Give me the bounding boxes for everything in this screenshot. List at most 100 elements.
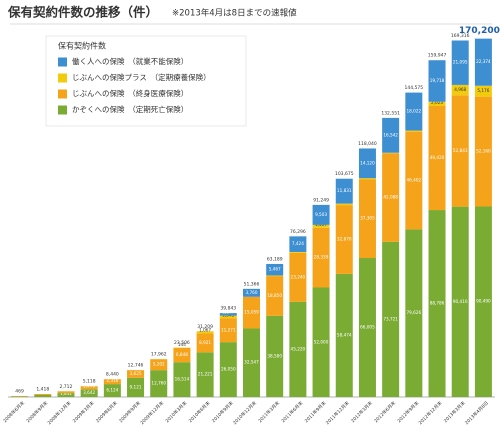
x-tick-label: 2011年3月末 bbox=[257, 399, 282, 424]
segment-label: 464 bbox=[39, 389, 47, 394]
x-tick-label: 2010年3月末 bbox=[164, 399, 189, 424]
total-label: 1,418 bbox=[36, 387, 49, 393]
bar-segment bbox=[289, 251, 307, 253]
segment-label: 3,642 bbox=[83, 390, 95, 395]
bar-segment bbox=[312, 287, 330, 397]
legend-title: 保有契約件数 bbox=[58, 41, 106, 51]
segment-label: 5,176 bbox=[477, 88, 489, 93]
bar-segment bbox=[57, 391, 75, 394]
bar-segment bbox=[358, 178, 376, 180]
bar-segment bbox=[80, 389, 98, 397]
total-label: 76,296 bbox=[290, 229, 306, 235]
bar-segment bbox=[103, 379, 121, 385]
segment-label: 144 bbox=[178, 342, 186, 347]
x-tick-label: 2012年12月末 bbox=[417, 399, 444, 426]
segment-label: 6,124 bbox=[106, 388, 118, 393]
bar-segment bbox=[289, 301, 307, 397]
x-tick-label: 2008年6月末 bbox=[1, 399, 26, 424]
bar-segment bbox=[474, 96, 492, 207]
x-tick-label: 2009年9月末 bbox=[117, 399, 142, 424]
segment-label: 58,474 bbox=[337, 332, 352, 337]
segment-label: 37,305 bbox=[360, 216, 375, 221]
segment-label: 90,490 bbox=[476, 299, 491, 304]
segment-label: 88,786 bbox=[430, 301, 445, 306]
bar-segment bbox=[103, 384, 121, 397]
legend-swatch bbox=[58, 105, 67, 115]
segment-label: 1,476 bbox=[83, 383, 95, 388]
bar-segment bbox=[358, 179, 376, 259]
segment-label: 954 bbox=[39, 391, 47, 396]
x-tick-label: 2010年12月末 bbox=[231, 399, 258, 426]
total-label: 144,575 bbox=[405, 85, 424, 91]
x-tick-label: 2013年3月末 bbox=[442, 399, 467, 424]
legend-label: かぞくへの保険 （定期死亡保険） bbox=[72, 104, 188, 114]
segment-label: 1,851 bbox=[60, 391, 72, 396]
legend-label: じぶんへの保険 （終身医療保険） bbox=[72, 88, 188, 98]
bar-segment bbox=[382, 241, 400, 397]
bar-segment bbox=[451, 95, 469, 207]
bar-segment bbox=[196, 333, 214, 353]
x-tick-label: 2009年12月末 bbox=[139, 399, 166, 426]
total-label: 2,712 bbox=[60, 384, 73, 390]
segment-label: 14,120 bbox=[360, 160, 375, 165]
bar-segment bbox=[405, 92, 423, 131]
segment-label: 3,625 bbox=[130, 371, 142, 376]
segment-label: 5,202 bbox=[153, 362, 165, 367]
segment-label: 46,402 bbox=[407, 177, 422, 182]
segment-label: 19,718 bbox=[430, 78, 445, 83]
bar-segment bbox=[80, 386, 98, 390]
bar-segment bbox=[34, 394, 52, 397]
total-label: 8,440 bbox=[106, 372, 119, 378]
segment-label: 4,968 bbox=[454, 87, 466, 92]
segment-label: 28,339 bbox=[314, 255, 329, 260]
x-tick-label: 2009年6月末 bbox=[94, 399, 119, 424]
legend-swatch bbox=[58, 57, 67, 67]
total-label: 39,843 bbox=[220, 306, 236, 312]
segment-label: 90,410 bbox=[453, 299, 468, 304]
legend-label: じぶんへの保険プラス （定期療養保険） bbox=[72, 72, 211, 82]
legend-box bbox=[45, 35, 247, 127]
x-tick-label: 2011年9月末 bbox=[303, 399, 328, 424]
bar-segment bbox=[382, 117, 400, 153]
bar-segment bbox=[451, 206, 469, 397]
x-tick-label: 2010年9月末 bbox=[210, 399, 235, 424]
bar-segment bbox=[335, 203, 353, 206]
bar-segment bbox=[266, 263, 284, 276]
bar-segment bbox=[219, 315, 237, 319]
segment-label: 66,005 bbox=[360, 325, 375, 330]
segment-label: 26,050 bbox=[221, 367, 236, 372]
total-label: 170,200 bbox=[459, 26, 500, 36]
bar-segment bbox=[428, 105, 446, 211]
total-label: 118,040 bbox=[358, 141, 377, 147]
x-tick-label: 2012年3月末 bbox=[349, 399, 374, 424]
bar-segment bbox=[173, 347, 191, 363]
bar-segment bbox=[219, 318, 237, 343]
total-label: 31,209 bbox=[197, 324, 213, 330]
x-tick-label: 2008年9月末 bbox=[25, 399, 50, 424]
segment-label: 52,843 bbox=[453, 148, 468, 153]
bar-segment bbox=[11, 396, 29, 397]
x-tick-label: 2009年3月末 bbox=[71, 399, 96, 424]
x-tick-label: 2013年4月8日 bbox=[463, 400, 490, 427]
total-label: 469 bbox=[15, 389, 24, 395]
legend-swatch bbox=[58, 89, 67, 99]
legend-swatch bbox=[58, 73, 67, 83]
x-tick-label: 2008年12月末 bbox=[46, 399, 73, 426]
legend-label: 働く人への保険 （就業不能保険） bbox=[72, 56, 188, 66]
bar-segment bbox=[243, 328, 260, 397]
segment-label: 188 bbox=[16, 390, 24, 395]
total-label: 169,316 bbox=[451, 33, 470, 39]
segment-label: 45,220 bbox=[291, 346, 306, 351]
x-tick-label: 2011年12月末 bbox=[324, 399, 351, 426]
total-label: 159,947 bbox=[428, 53, 447, 59]
bar-segment bbox=[312, 227, 330, 288]
segment-label: 9,503 bbox=[315, 212, 327, 217]
bar-segment bbox=[219, 313, 237, 316]
total-label: 5,118 bbox=[83, 379, 96, 385]
segment-label: 15,059 bbox=[244, 310, 259, 315]
x-tick-label: 2010年6月末 bbox=[187, 399, 212, 424]
segment-label: 52,160 bbox=[476, 149, 491, 154]
segment-label: 16,514 bbox=[175, 377, 190, 382]
segment-label: 281 bbox=[16, 391, 24, 396]
total-label: 12,746 bbox=[128, 363, 144, 369]
